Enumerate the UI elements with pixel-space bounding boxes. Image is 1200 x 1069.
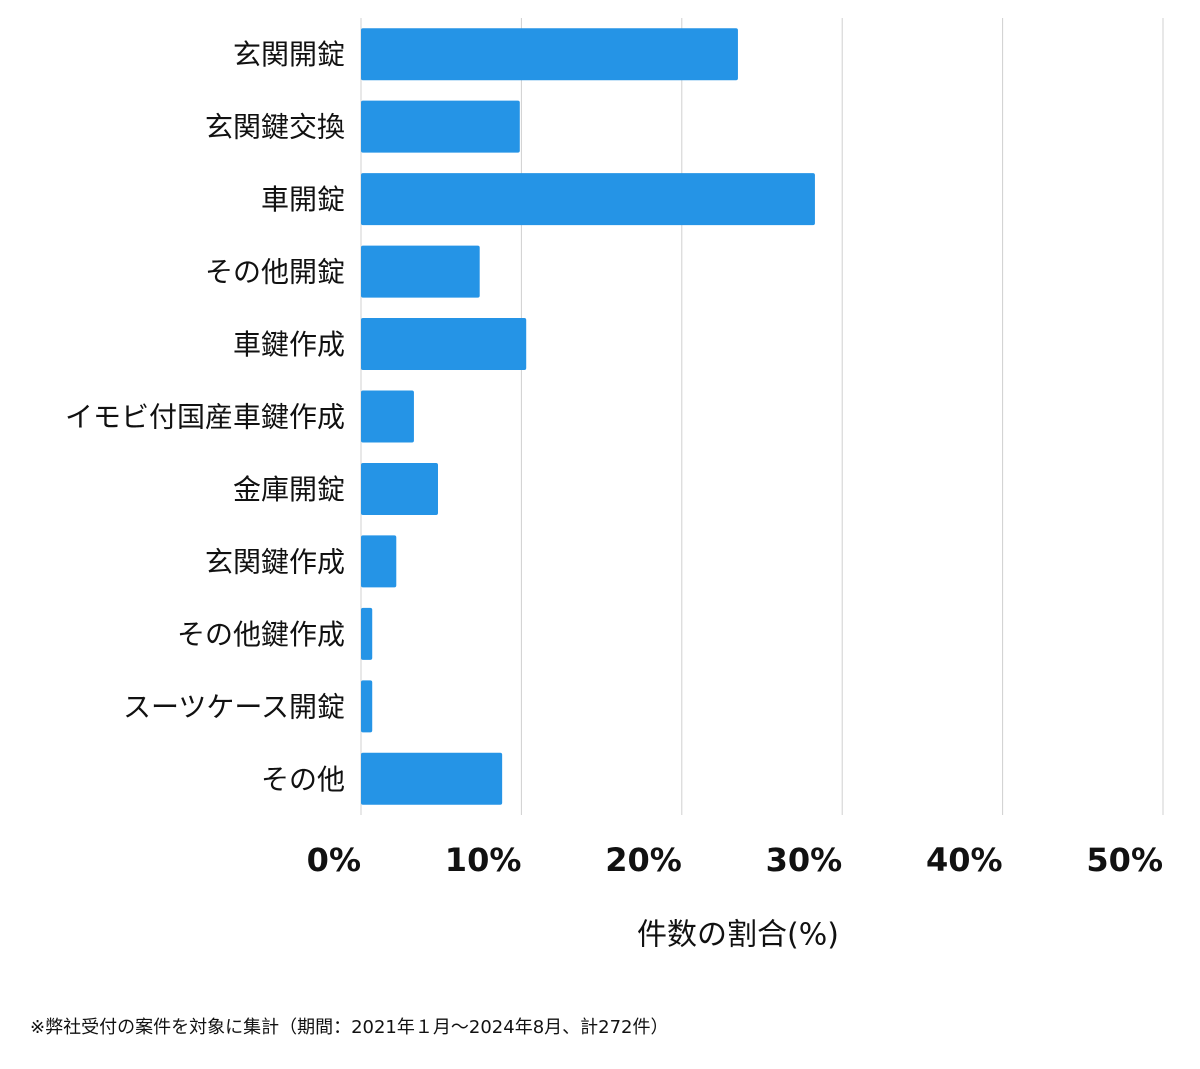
bar [361,390,414,443]
y-tick-label: 玄関開錠 [233,38,345,71]
bar [361,28,738,81]
y-tick-label: その他開錠 [205,256,345,289]
bar [361,535,397,588]
bar [361,462,438,515]
y-tick-label: 車開錠 [261,183,345,216]
x-tick-label: 20% [605,841,682,879]
y-tick-label: その他 [261,763,345,796]
x-tick-label: 40% [926,841,1003,879]
y-tick-label: 玄関鍵作成 [205,545,345,578]
y-tick-label: 車鍵作成 [233,328,345,361]
footnote: ※弊社受付の案件を対象に集計（期間：2021年１月〜2024年8月、計272件） [30,1017,669,1038]
x-axis-label: 件数の割合(%) [637,918,839,953]
y-tick-label: 金庫開錠 [233,473,345,506]
bar [361,245,480,298]
y-tick-label: イモビ付国産車鍵作成 [65,401,345,434]
bar [361,318,527,371]
x-tick-label: 50% [1086,841,1163,879]
bar [361,173,815,226]
y-tick-label: 玄関鍵交換 [205,111,345,144]
bar [361,607,373,660]
y-tick-label: スーツケース開錠 [123,690,345,723]
bar [361,680,373,733]
bar [361,752,503,805]
bar [361,100,520,153]
x-tick-label: 10% [445,841,522,879]
y-tick-label: その他鍵作成 [177,618,345,651]
x-tick-label: 30% [766,841,843,879]
x-tick-label: 0% [307,841,361,879]
